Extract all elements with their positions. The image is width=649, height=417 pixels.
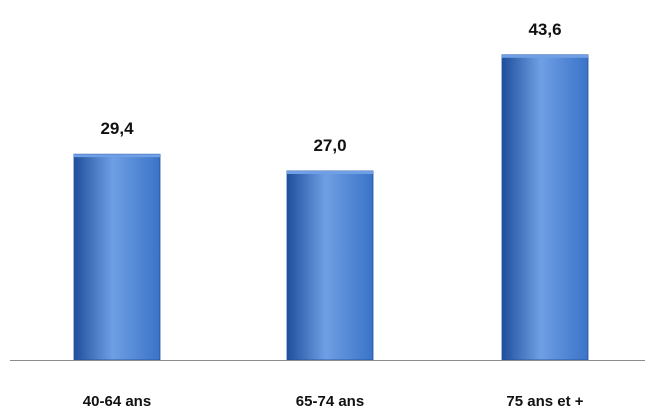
bar-2 [286, 170, 374, 361]
value-label-1: 29,4 [100, 119, 134, 138]
bar-1 [73, 153, 161, 361]
value-labels-group: 29,4 27,0 43,6 [100, 20, 561, 155]
bar-3 [501, 54, 589, 361]
bar-3-top-highlight [502, 54, 588, 58]
category-label-1: 40-64 ans [83, 393, 151, 410]
category-labels-group: 40-64 ans 65-74 ans 75 ans et + [83, 393, 584, 410]
value-label-3: 43,6 [528, 20, 561, 39]
bar-1-top-highlight [74, 154, 160, 158]
value-label-2: 27,0 [313, 136, 346, 155]
category-label-3: 75 ans et + [506, 393, 583, 410]
bar-2-top-highlight [287, 171, 373, 174]
category-label-2: 65-74 ans [296, 393, 364, 410]
bars-group [73, 54, 589, 361]
